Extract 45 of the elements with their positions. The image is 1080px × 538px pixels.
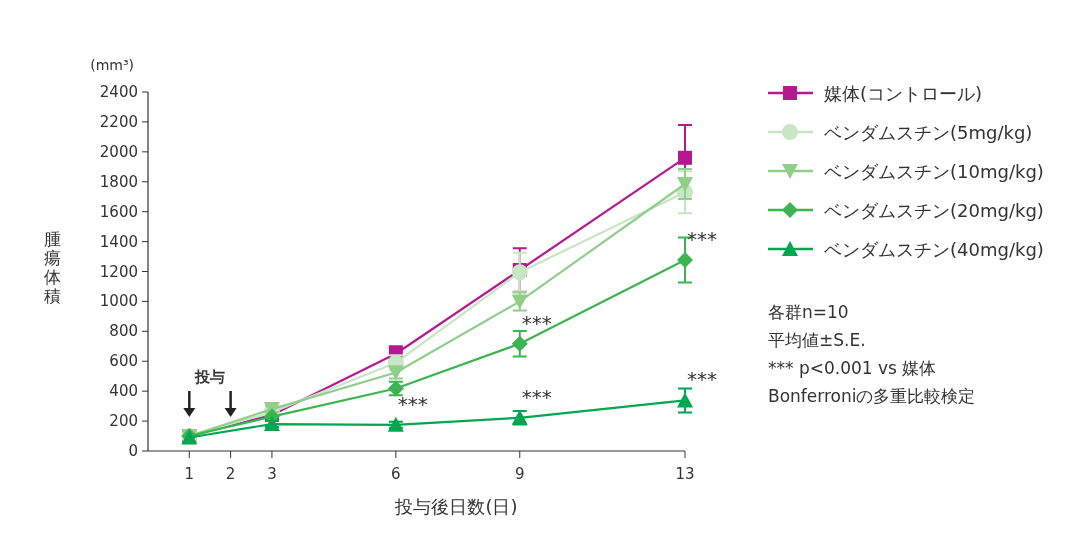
point <box>511 335 528 352</box>
text: 平均値±S.E. <box>768 330 866 350</box>
x-tick-label: 2 <box>225 465 236 483</box>
y-tick-label: 1400 <box>99 232 138 251</box>
annotation: *** <box>397 391 428 416</box>
y-tick-label: 2400 <box>99 83 138 101</box>
point <box>677 392 693 408</box>
point <box>511 264 528 281</box>
y-tick-label: 1200 <box>99 262 138 281</box>
x-tick-label: 1 <box>184 465 195 483</box>
y-tick-label: 1600 <box>99 202 138 221</box>
legend-label: ベンダムスチン(40mg/kg) <box>824 239 1044 260</box>
x-tick-label: 13 <box>675 465 695 483</box>
annotation: 投与 <box>193 368 225 386</box>
point <box>677 251 693 268</box>
y-tick-label: 800 <box>109 322 138 341</box>
x-tick-label: 6 <box>391 465 401 483</box>
x-tick-label: 3 <box>267 465 277 483</box>
point <box>677 176 693 192</box>
annotation: *** <box>687 367 717 392</box>
text: (mm³) <box>90 57 134 73</box>
legend-label: ベンダムスチン(10mg/kg) <box>824 161 1044 182</box>
y-tick-label: 400 <box>109 382 138 401</box>
y-tick-label: 2000 <box>99 142 138 161</box>
y-tick-label: 1800 <box>99 172 138 191</box>
text: *** p<0.001 vs 媒体 <box>768 358 937 378</box>
point <box>678 150 692 165</box>
y-tick-label: 0 <box>128 442 138 460</box>
annotation: *** <box>521 384 552 409</box>
y-axis-title: 腫瘍体積 <box>43 229 61 306</box>
annotation: *** <box>687 226 717 251</box>
y-tick-label: 600 <box>109 352 138 371</box>
y-tick-label: 1000 <box>99 292 138 311</box>
point <box>263 416 280 432</box>
y-tick-label: 200 <box>109 412 138 431</box>
legend-label: ベンダムスチン(5mg/kg) <box>824 122 1033 143</box>
annotation: *** <box>521 310 552 335</box>
point <box>387 416 404 432</box>
text: 各群n=10 <box>768 302 849 322</box>
text: Bonferroniの多重比較検定 <box>768 386 976 406</box>
legend-label: 媒体(コントロール) <box>824 83 983 104</box>
x-tick-label: 9 <box>515 465 525 483</box>
legend-label: ベンダムスチン(20mg/kg) <box>824 200 1044 221</box>
y-tick-label: 2200 <box>99 112 138 131</box>
x-axis-title: 投与後日数(日) <box>394 496 518 517</box>
